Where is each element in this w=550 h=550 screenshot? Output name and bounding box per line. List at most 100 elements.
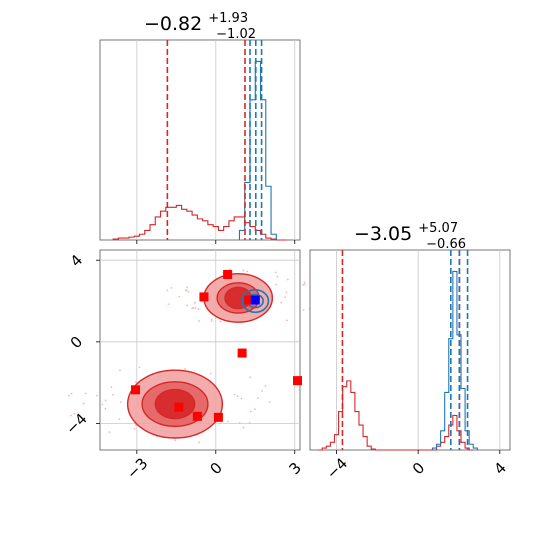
- sample-dot: [284, 296, 287, 299]
- sample-dot: [184, 368, 186, 370]
- panel-param1-xticks: [136, 240, 296, 244]
- sample-dot: [227, 420, 229, 423]
- sample-dot: [187, 291, 190, 293]
- panel-param2-title-sup: +5.07: [418, 221, 458, 236]
- sample-dot: [303, 281, 306, 284]
- sample-dot: [285, 291, 288, 294]
- y-tick-label: −4: [62, 410, 90, 438]
- sample-dot: [104, 399, 107, 402]
- x-tick-label: −4: [323, 454, 351, 482]
- sample-dot: [186, 304, 189, 307]
- sample-dot: [118, 418, 121, 421]
- panel-param1-title-sup: +1.93: [208, 11, 248, 26]
- sample-dot: [198, 441, 201, 444]
- sample-dot: [104, 407, 107, 410]
- blue-square-marker: [250, 295, 260, 305]
- sample-dot: [209, 372, 212, 375]
- sample-dot: [96, 394, 98, 397]
- sample-dot: [70, 414, 72, 417]
- sample-dot: [286, 278, 289, 281]
- panel-param2-grid: [336, 250, 501, 450]
- panel-param1-title-sub: −1.02: [216, 27, 256, 42]
- panel-param2-histograms: [318, 270, 478, 451]
- sample-dot: [108, 431, 111, 434]
- sample-dot: [257, 397, 259, 400]
- sample-dot: [275, 283, 278, 286]
- red-square-marker: [244, 295, 254, 305]
- red-square-marker: [174, 402, 184, 412]
- sample-dot: [167, 303, 170, 306]
- blue-contour-level: [241, 288, 270, 314]
- y-tick-label: 0: [67, 333, 86, 352]
- red-square-marker: [131, 385, 141, 395]
- sample-dot: [193, 301, 196, 304]
- sample-dot: [73, 412, 76, 415]
- sample-dot: [303, 283, 306, 286]
- sample-dot: [178, 295, 181, 298]
- sample-dot: [185, 289, 188, 292]
- sample-dot: [194, 307, 197, 309]
- y-tick-label: 4: [67, 251, 86, 270]
- panel-joint-yticks: −4 0 4: [62, 251, 100, 438]
- sample-dot: [191, 307, 194, 310]
- sample-dot: [82, 402, 85, 405]
- sample-dot: [134, 381, 137, 383]
- sample-dot: [302, 309, 305, 311]
- sample-dot: [302, 284, 305, 286]
- x-tick-label: 4: [491, 459, 510, 478]
- x-tick-label: 0: [409, 459, 428, 478]
- sample-dot: [170, 286, 173, 289]
- sample-dot: [68, 394, 70, 397]
- panel-param2-xticks: −4 0 4: [323, 450, 510, 483]
- panel-param2-title-sub: −0.66: [426, 237, 466, 252]
- sample-dot: [110, 386, 113, 389]
- panel-joint-markers: [131, 269, 302, 422]
- sample-dot: [186, 286, 189, 289]
- histogram-series-0: [318, 380, 474, 451]
- sample-dot: [276, 275, 279, 278]
- sample-dot: [210, 320, 213, 323]
- sample-dot: [240, 397, 243, 400]
- x-tick-label: −3: [123, 454, 151, 482]
- panel-param1-title-main: −0.82: [144, 13, 202, 35]
- sample-dot: [254, 408, 256, 411]
- panel-param1-marginal-frame: [99, 39, 301, 241]
- sample-dot: [246, 270, 249, 273]
- sample-dot: [119, 401, 122, 404]
- sample-dot: [268, 401, 271, 404]
- red-square-marker: [192, 411, 202, 421]
- sample-dot: [274, 271, 277, 274]
- sample-dot: [261, 390, 264, 392]
- sample-dot: [174, 439, 177, 442]
- panel-joint-xticks: −3 0 3: [123, 450, 305, 483]
- sample-dot: [236, 395, 239, 398]
- sample-dot: [242, 269, 245, 272]
- panel-joint-contours: [126, 273, 274, 439]
- panel-param2-quantile-lines: [341, 250, 469, 450]
- red-square-marker: [293, 376, 302, 386]
- sample-dot: [248, 421, 251, 424]
- sample-dot: [264, 385, 267, 388]
- sample-dot: [134, 424, 137, 426]
- panel-param1-quantile-lines: [166, 40, 263, 240]
- x-tick-label: 3: [285, 459, 304, 478]
- panel-param2-marginal-frame: [309, 249, 511, 451]
- red-square-marker: [223, 269, 233, 279]
- sample-dot: [111, 393, 114, 396]
- sample-dot: [219, 320, 222, 323]
- panel-param2-marginal: −4 0 4 −3.05 +5.07 −0.66: [309, 221, 511, 483]
- sample-dot: [138, 366, 141, 369]
- histogram-series-1: [431, 270, 478, 450]
- sample-dot: [119, 369, 121, 372]
- panel-param1-marginal: −0.82 +1.93 −1.02: [99, 11, 301, 244]
- sample-dot: [286, 319, 288, 322]
- sample-dot: [238, 422, 241, 425]
- sample-dot: [249, 410, 252, 413]
- red-square-marker: [199, 292, 209, 302]
- sample-dot: [84, 392, 87, 395]
- sample-dot: [70, 392, 73, 395]
- panel-joint: −3 0 3 −4 0 4: [62, 249, 311, 483]
- sample-dot: [280, 301, 283, 304]
- panel-param1-grid: [136, 40, 296, 240]
